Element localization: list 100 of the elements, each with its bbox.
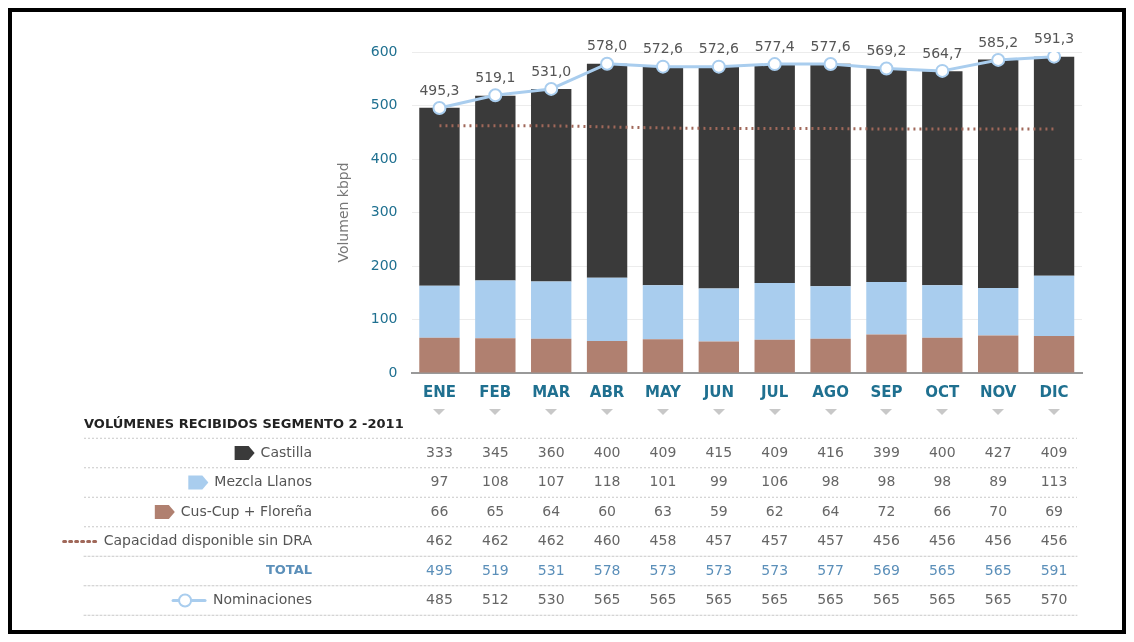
y-tick-label: 400 bbox=[370, 149, 398, 166]
data-label: 98 bbox=[821, 473, 840, 490]
x-tick-label: FEB bbox=[479, 382, 512, 401]
y-tick-label: 0 bbox=[388, 363, 398, 380]
data-label: 62 bbox=[765, 502, 784, 519]
data-label: 409 bbox=[761, 443, 789, 460]
legend-label: Mezcla Llanos bbox=[214, 473, 312, 490]
point bbox=[879, 61, 894, 76]
data-label: 458 bbox=[649, 532, 677, 549]
data-label: 108 bbox=[481, 473, 509, 490]
y-tick-label: 100 bbox=[370, 310, 398, 327]
bar bbox=[810, 63, 851, 287]
x-tick-label: AGO bbox=[812, 382, 849, 401]
text: 569 bbox=[873, 561, 900, 578]
bar bbox=[1033, 336, 1075, 373]
bar bbox=[978, 59, 1019, 288]
bar bbox=[642, 285, 684, 340]
text: 530 bbox=[537, 591, 565, 608]
data-label: 415 bbox=[705, 443, 733, 460]
text: 573 bbox=[649, 561, 677, 578]
point bbox=[488, 88, 503, 103]
text: 565 bbox=[984, 561, 1012, 578]
bar bbox=[642, 339, 684, 373]
bar bbox=[698, 66, 740, 289]
data-label: 101 bbox=[649, 473, 677, 490]
y-tick-label: 600 bbox=[370, 42, 398, 59]
data-label: 427 bbox=[984, 443, 1012, 460]
point bbox=[711, 59, 726, 74]
legend-label: Capacidad disponible sin DRA bbox=[103, 532, 313, 549]
data-label: 531,0 bbox=[531, 62, 572, 79]
data-label: 572,6 bbox=[698, 40, 739, 57]
bar bbox=[1033, 56, 1075, 276]
bar bbox=[754, 339, 795, 373]
x-tick-label: OCT bbox=[925, 382, 961, 401]
data-label: 118 bbox=[593, 473, 621, 490]
data-label: 578,0 bbox=[587, 37, 628, 54]
text: 565 bbox=[649, 591, 677, 608]
data-label: 591,3 bbox=[1034, 30, 1075, 47]
text: 578 bbox=[593, 561, 621, 578]
data-label: 456 bbox=[1040, 532, 1068, 549]
data-label: 65 bbox=[486, 502, 505, 519]
point bbox=[767, 57, 782, 72]
point bbox=[432, 101, 447, 116]
text: 570 bbox=[1040, 591, 1068, 608]
bar bbox=[698, 288, 740, 342]
data-label: 457 bbox=[817, 532, 844, 549]
data-label: 72 bbox=[877, 502, 896, 519]
point bbox=[655, 59, 670, 74]
bar bbox=[531, 281, 572, 339]
bar bbox=[1033, 275, 1075, 337]
data-label: 399 bbox=[873, 443, 900, 460]
text: 512 bbox=[481, 591, 509, 608]
bar bbox=[978, 287, 1019, 336]
text: 573 bbox=[761, 561, 789, 578]
data-label: 59 bbox=[709, 502, 728, 519]
point bbox=[1047, 52, 1062, 64]
bar bbox=[419, 285, 460, 338]
data-label: 60 bbox=[598, 502, 616, 519]
text: 485 bbox=[426, 591, 453, 608]
bar bbox=[531, 88, 572, 282]
bar bbox=[866, 334, 907, 373]
data-label: 409 bbox=[649, 443, 677, 460]
bar bbox=[642, 66, 684, 286]
data-label: 519,1 bbox=[475, 68, 516, 85]
data-label: 400 bbox=[593, 443, 621, 460]
y-tick-label: 300 bbox=[370, 203, 398, 220]
x-tick-label: JUL bbox=[760, 382, 789, 401]
point bbox=[544, 81, 559, 96]
data-label: 98 bbox=[933, 473, 952, 490]
bar bbox=[922, 285, 963, 338]
data-label: 360 bbox=[537, 443, 565, 460]
data-label: 409 bbox=[1040, 443, 1068, 460]
y-tick-label: 200 bbox=[370, 256, 398, 273]
text: 565 bbox=[873, 591, 900, 608]
bar bbox=[866, 68, 907, 283]
data-label: 460 bbox=[593, 532, 621, 549]
data-label: 585,2 bbox=[978, 33, 1019, 50]
text: 591 bbox=[1040, 561, 1068, 578]
bar bbox=[586, 277, 628, 341]
bar bbox=[586, 63, 628, 278]
data-label: 456 bbox=[984, 532, 1012, 549]
bar bbox=[922, 337, 963, 373]
text: 519 bbox=[481, 561, 509, 578]
data-label: 462 bbox=[426, 532, 453, 549]
text: TOTAL bbox=[265, 562, 312, 578]
data-label: 66 bbox=[933, 502, 952, 519]
text: 495 bbox=[426, 561, 453, 578]
data-label: 66 bbox=[430, 502, 449, 519]
text: VOLÚMENES RECIBIDOS SEGMENTO 2 -2011 bbox=[84, 416, 404, 432]
legend-label: Castilla bbox=[260, 443, 312, 460]
data-label: 569,2 bbox=[866, 42, 907, 59]
data-label: 416 bbox=[817, 443, 845, 460]
x-tick-label: ENE bbox=[422, 382, 456, 401]
bar bbox=[810, 286, 851, 339]
data-label: 333 bbox=[426, 443, 453, 460]
data-label: 63 bbox=[654, 502, 672, 519]
text: 565 bbox=[593, 591, 621, 608]
data-label: 456 bbox=[928, 532, 956, 549]
data-label: 98 bbox=[877, 473, 896, 490]
data-label: 345 bbox=[481, 443, 509, 460]
